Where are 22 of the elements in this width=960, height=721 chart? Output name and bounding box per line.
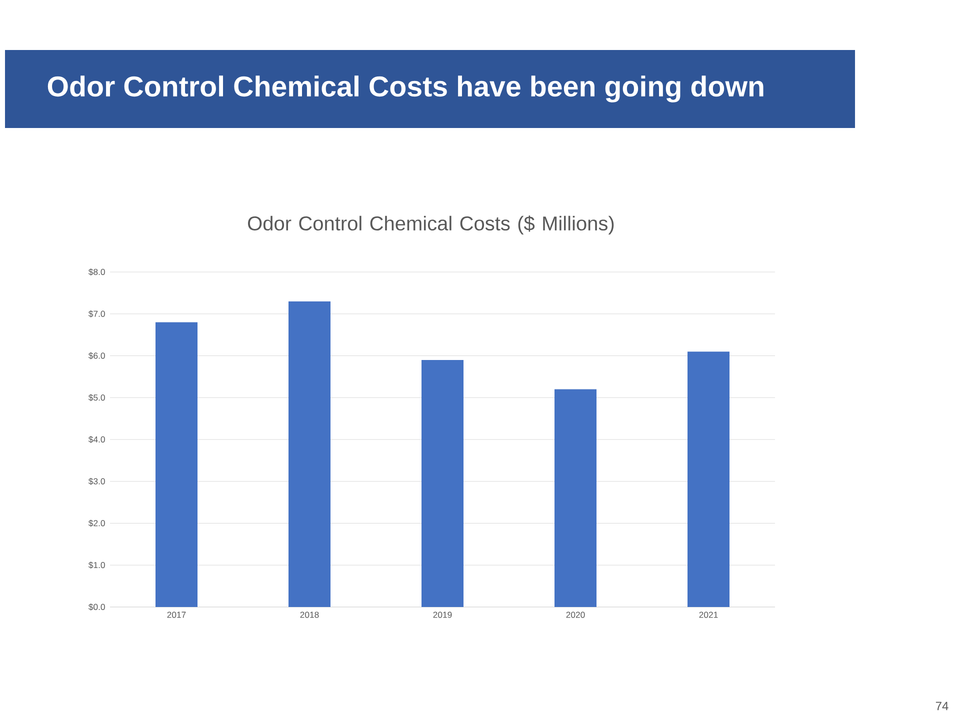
y-tick-label: $7.0 [88,310,105,318]
x-tick-label: 2019 [433,612,452,618]
chart-subtitle: Odor Control Chemical Costs ($ Millions) [248,216,614,234]
y-tick-label: $5.0 [88,394,105,402]
bar [554,389,597,607]
y-tick-label: $0.0 [88,604,105,611]
y-tick-label: $1.0 [88,562,105,569]
text: 74 [936,702,948,710]
bar [422,360,464,607]
y-tick-label: $3.0 [88,478,105,485]
y-tick-label: $2.0 [88,520,105,527]
x-tick-label: 2018 [300,612,319,618]
chart-title: Odor Control Chemical Costs have been going down [48,76,764,102]
x-tick-label: 2021 [699,612,718,618]
bar [156,322,198,607]
y-tick-label: $4.0 [88,436,105,444]
x-tick-label: 2017 [167,612,186,618]
x-tick-label: 2020 [566,612,585,618]
y-tick-label: $8.0 [88,268,105,276]
bar [688,352,730,607]
bar [288,301,331,607]
y-tick-label: $6.0 [88,352,105,360]
